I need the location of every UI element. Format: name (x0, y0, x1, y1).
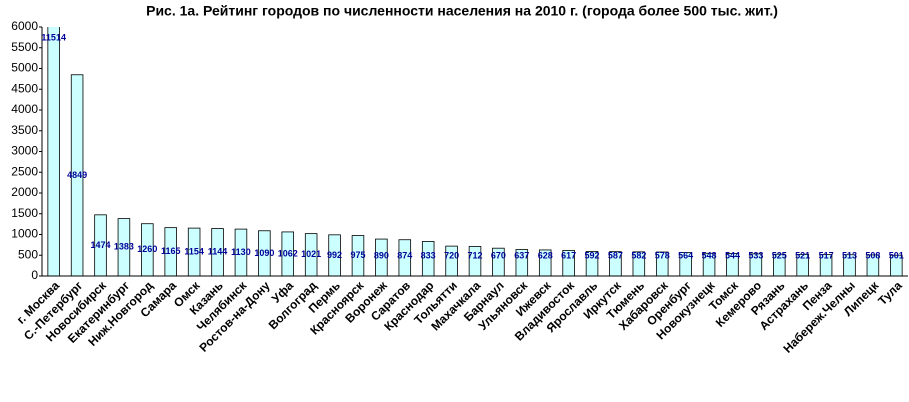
bar (117, 218, 131, 276)
value-label: 1260 (137, 244, 157, 254)
value-label: 720 (444, 250, 459, 260)
y-tick-label: 5500 (11, 40, 38, 54)
value-label: 637 (514, 250, 529, 260)
value-label: 1021 (301, 249, 321, 259)
value-label: 833 (421, 250, 436, 260)
value-label: 1130 (231, 247, 251, 257)
y-tick-label: 500 (18, 247, 38, 261)
y-tick-label: 3500 (11, 123, 38, 137)
bar (70, 74, 84, 276)
value-label: 712 (467, 250, 482, 260)
y-tick-label: 1500 (11, 206, 38, 220)
value-label: 617 (561, 250, 576, 260)
bar (866, 254, 880, 276)
value-label: 874 (397, 250, 412, 260)
value-label: 578 (655, 250, 670, 260)
bar (328, 234, 341, 276)
bar (492, 247, 505, 276)
y-tick-label: 4500 (11, 81, 38, 95)
bar (258, 230, 271, 276)
x-tick-label: Тула (875, 278, 905, 308)
bar (375, 238, 388, 276)
value-label: 521 (795, 250, 810, 260)
bar (47, 27, 60, 276)
bar (351, 235, 365, 276)
bar (281, 231, 295, 276)
value-label: 992 (327, 250, 342, 260)
value-label: 1165 (161, 246, 181, 256)
value-label: 501 (889, 250, 904, 260)
y-tick-label: 5000 (11, 61, 38, 75)
bar (141, 223, 154, 276)
value-label: 533 (748, 250, 763, 260)
y-tick-label: 2000 (11, 185, 38, 199)
value-label: 548 (702, 250, 717, 260)
value-label: 544 (725, 250, 740, 260)
value-label: 1383 (114, 242, 134, 252)
value-label: 592 (585, 250, 600, 260)
y-tick-label: 2500 (11, 164, 38, 178)
value-label: 564 (678, 250, 693, 260)
bar (398, 239, 412, 276)
chart-title: Рис. 1а. Рейтинг городов по численности … (146, 3, 778, 19)
value-label: 1144 (208, 247, 228, 257)
value-label: 582 (631, 250, 646, 260)
value-label: 628 (538, 250, 553, 260)
value-label: 1090 (254, 248, 274, 258)
value-label: 890 (374, 250, 389, 260)
value-label: 587 (608, 250, 623, 260)
y-tick-label: 6000 (11, 19, 38, 33)
y-tick-label: 1000 (11, 227, 38, 241)
bar (655, 251, 669, 276)
value-label: 525 (772, 250, 787, 260)
bar (632, 251, 646, 276)
bar (562, 249, 575, 276)
value-label: 670 (491, 250, 506, 260)
value-label: 1062 (278, 248, 298, 258)
y-tick-label: 0 (31, 268, 38, 282)
value-label: 1154 (184, 246, 204, 256)
y-tick-label: 4000 (11, 102, 38, 116)
value-label: 517 (819, 250, 834, 260)
value-label: 513 (842, 250, 857, 260)
value-label: 1474 (90, 240, 110, 250)
plot-area (47, 27, 903, 276)
bar (211, 228, 224, 276)
value-label: 508 (865, 250, 880, 260)
value-label: 4849 (67, 170, 87, 180)
value-label: 11514 (41, 32, 66, 42)
bar (585, 251, 599, 276)
bar (538, 249, 552, 276)
value-label: 975 (350, 250, 365, 260)
y-tick-label: 3000 (11, 144, 38, 158)
